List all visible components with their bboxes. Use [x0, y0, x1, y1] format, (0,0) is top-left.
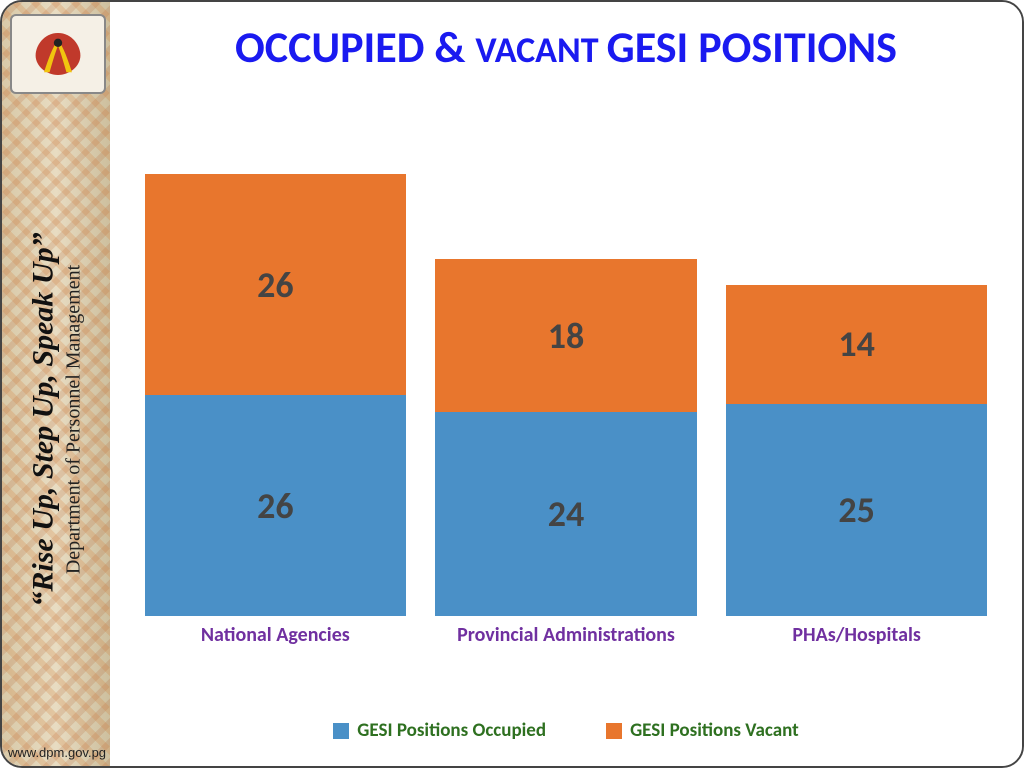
legend-item-vacant: GESI Positions Vacant	[606, 719, 799, 742]
motto-text: “Rise Up, Step Up, Speak Up”	[27, 232, 61, 606]
bar-column: 1425	[726, 285, 988, 617]
segment-vacant: 14	[726, 285, 988, 404]
bar-stack: 1824	[435, 259, 697, 616]
segment-occupied: 26	[145, 395, 407, 616]
chart: 262618241425 National Agencies Provincial…	[130, 152, 1002, 676]
segment-occupied: 25	[726, 404, 988, 617]
motto-wrap: “Rise Up, Step Up, Speak Up” Department …	[2, 102, 110, 736]
title-part3: GESI POSITIONS	[607, 20, 897, 74]
bar-column: 1824	[435, 259, 697, 616]
title-part2: VACANT	[475, 28, 606, 72]
segment-vacant: 26	[145, 174, 407, 395]
bars-container: 262618241425	[130, 152, 1002, 616]
bird-of-paradise-icon	[23, 24, 93, 84]
emblem-logo	[10, 14, 106, 94]
swatch-occupied-icon	[333, 723, 349, 739]
legend-label-vacant: GESI Positions Vacant	[630, 719, 799, 742]
swatch-vacant-icon	[606, 723, 622, 739]
bar-stack: 1425	[726, 285, 988, 617]
footer-url: www.dpm.gov.pg	[8, 745, 106, 760]
bar-column: 2626	[145, 174, 407, 616]
segment-vacant: 18	[435, 259, 697, 412]
x-label: National Agencies	[145, 616, 407, 676]
slide-title: OCCUPIED & VACANT GESI POSITIONS	[110, 2, 1022, 70]
content-area: OCCUPIED & VACANT GESI POSITIONS 2626182…	[110, 2, 1022, 766]
x-axis-labels: National Agencies Provincial Administrati…	[130, 616, 1002, 676]
legend: GESI Positions Occupied GESI Positions V…	[110, 719, 1022, 742]
segment-occupied: 24	[435, 412, 697, 616]
sidebar: “Rise Up, Step Up, Speak Up” Department …	[2, 2, 110, 766]
x-label: Provincial Administrations	[435, 616, 697, 676]
title-part1: OCCUPIED &	[235, 20, 475, 74]
legend-label-occupied: GESI Positions Occupied	[357, 719, 546, 742]
x-label: PHAs/Hospitals	[726, 616, 988, 676]
department-text: Department of Personnel Management	[63, 264, 86, 573]
legend-item-occupied: GESI Positions Occupied	[333, 719, 546, 742]
slide-frame: “Rise Up, Step Up, Speak Up” Department …	[0, 0, 1024, 768]
bar-stack: 2626	[145, 174, 407, 616]
